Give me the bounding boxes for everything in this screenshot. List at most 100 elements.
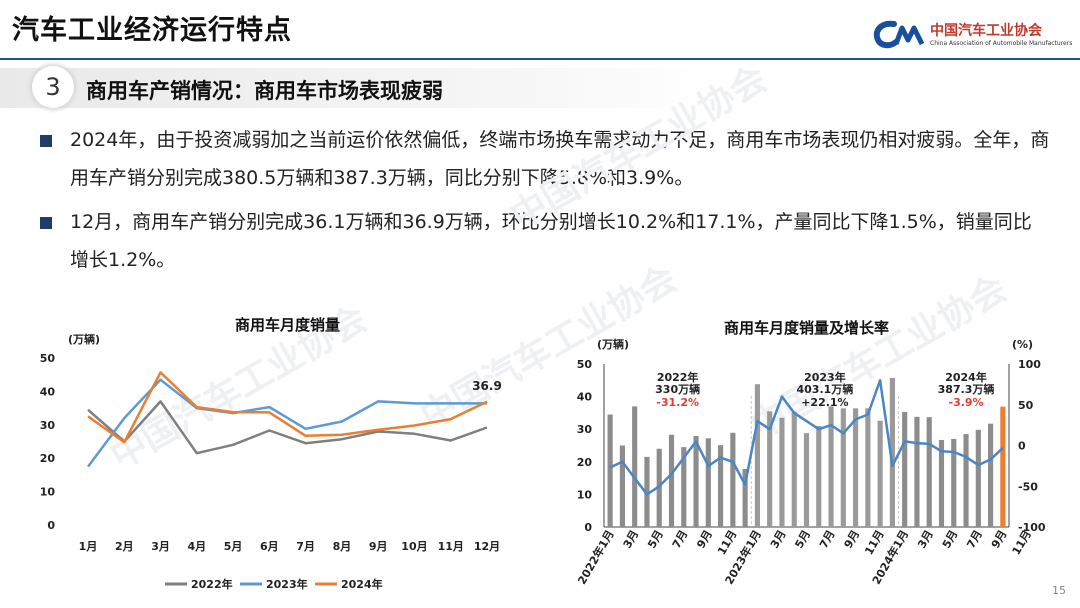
sales-bar bbox=[865, 408, 871, 527]
x-tick-label: 5月 bbox=[940, 528, 961, 551]
sales-bar bbox=[951, 438, 957, 527]
y-tick-label-right: -50 bbox=[1018, 480, 1038, 493]
y-tick-label-left: 50 bbox=[577, 358, 593, 371]
line-chart-monthly-sales: 商用车月度销量 (万辆) 0 10 20 30 40 50 1月 2月 3月 4月 5月 6月 7月 8月 9月… bbox=[40, 316, 502, 591]
y-tick-label-right: 50 bbox=[1018, 399, 1034, 412]
sales-bar bbox=[656, 448, 662, 527]
sales-bar bbox=[668, 434, 675, 527]
x-tick-label: 11月 bbox=[1010, 528, 1034, 557]
annotation-total: 403.1万辆 bbox=[797, 382, 854, 396]
watermark-text: 中国汽车工业协会 bbox=[504, 58, 774, 238]
chart-title: 商用车月度销量及增长率 bbox=[724, 319, 889, 337]
sales-bar bbox=[988, 423, 994, 527]
y-tick-label-right: 0 bbox=[1018, 440, 1026, 453]
annotation-rate: -31.2% bbox=[656, 396, 699, 409]
x-tick-label: 6月 bbox=[260, 540, 279, 553]
series-line-2024年 bbox=[87, 371, 488, 444]
sales-bar bbox=[914, 416, 920, 527]
sales-bar bbox=[754, 384, 760, 527]
x-tick-label: 3月 bbox=[915, 528, 936, 551]
x-tick-label: 4月 bbox=[187, 540, 206, 553]
logo-name-cn: 中国汽车工业协会 bbox=[930, 23, 1042, 39]
sales-bar bbox=[681, 447, 687, 527]
sales-bar bbox=[963, 434, 969, 527]
x-tick-label: 11月 bbox=[862, 528, 886, 557]
y-tick-label-left: 10 bbox=[577, 488, 593, 501]
x-tick-label: 10月 bbox=[401, 540, 427, 553]
y-tick-label: 50 bbox=[40, 352, 56, 365]
x-tick-label: 5月 bbox=[793, 528, 814, 551]
paragraph-2: 12月，商用车产销分别完成36.1万辆和36.9万辆，环比分别增长10.2%和1… bbox=[40, 203, 1050, 279]
bullet-square-icon bbox=[40, 135, 52, 147]
end-data-label: 36.9 bbox=[472, 379, 502, 393]
x-tick-label: 3月 bbox=[621, 528, 642, 551]
y-tick-label: 30 bbox=[40, 419, 56, 432]
y-axis-unit-left: (万辆) bbox=[597, 337, 629, 351]
x-tick-label: 2022年1月 bbox=[574, 528, 616, 587]
bar-chart-monthly-sales-growth: 商用车月度销量及增长率 (万辆) (%) 0 10 20 30 40 50 -100 -50 0 50 1… bbox=[574, 319, 1045, 587]
annotation-year: 2023年 bbox=[804, 370, 846, 384]
x-tick-label: 11月 bbox=[438, 540, 464, 553]
annotation-rate: +22.1% bbox=[801, 396, 848, 409]
section-band bbox=[0, 68, 720, 108]
sales-bar bbox=[718, 445, 724, 527]
x-tick-label: 7月 bbox=[817, 528, 838, 551]
sales-bar bbox=[619, 445, 625, 527]
y-axis-unit: (万辆) bbox=[68, 332, 100, 346]
sales-bar bbox=[840, 408, 846, 527]
y-tick-label-right: -100 bbox=[1018, 521, 1046, 534]
annotation-rate: -3.9% bbox=[949, 396, 984, 409]
y-tick-label: 10 bbox=[40, 486, 56, 499]
x-tick-label: 8月 bbox=[333, 540, 352, 553]
sales-bar bbox=[889, 378, 895, 527]
y-tick-label-left: 30 bbox=[577, 423, 593, 436]
y-tick-label: 40 bbox=[40, 385, 56, 398]
x-tick-label: 9月 bbox=[842, 528, 863, 551]
sales-bar bbox=[938, 439, 945, 527]
sales-bar bbox=[926, 417, 932, 527]
x-tick-label: 3月 bbox=[151, 540, 170, 553]
logo-mark-icon bbox=[873, 20, 925, 49]
sales-bar bbox=[742, 468, 748, 527]
x-tick-label: 1月 bbox=[79, 540, 98, 553]
sales-bar bbox=[902, 411, 908, 527]
paragraph-text: 2024年，由于投资减弱加之当前运价依然偏低，终端市场换车需求动力不足，商用车市… bbox=[70, 129, 1050, 189]
x-tick-label: 7月 bbox=[670, 528, 691, 551]
sales-bar bbox=[693, 436, 699, 527]
bullet-square-icon bbox=[40, 217, 52, 229]
series-line-2022年 bbox=[87, 400, 488, 455]
x-tick-label: 5月 bbox=[224, 540, 243, 553]
sales-bar bbox=[1000, 406, 1006, 527]
x-tick-label: 9月 bbox=[369, 540, 388, 553]
y-tick-label: 0 bbox=[47, 519, 55, 532]
x-tick-label: 3月 bbox=[768, 528, 789, 551]
sales-bar bbox=[803, 433, 810, 527]
paragraph-1: 2024年，由于投资减弱加之当前运价依然偏低，终端市场换车需求动力不足，商用车市… bbox=[40, 121, 1050, 197]
legend-label: 2022年 bbox=[191, 577, 233, 591]
x-tick-label: 12月 bbox=[474, 540, 500, 553]
y-tick-label-left: 20 bbox=[577, 456, 593, 469]
x-tick-label: 9月 bbox=[694, 528, 715, 551]
sales-bar bbox=[975, 429, 981, 527]
sales-bar bbox=[632, 406, 638, 527]
sales-bar bbox=[791, 411, 797, 527]
x-tick-label: 11月 bbox=[715, 528, 739, 557]
annotation-total: 387.3万辆 bbox=[938, 382, 995, 396]
section-number: 3 bbox=[32, 66, 74, 108]
y-tick-label: 20 bbox=[40, 452, 56, 465]
sales-bar bbox=[828, 406, 834, 527]
page-number: 15 bbox=[1052, 584, 1066, 597]
legend-label: 2023年 bbox=[266, 577, 308, 591]
sales-bar bbox=[877, 420, 883, 527]
sales-bar bbox=[705, 438, 711, 527]
annotation-total: 330万辆 bbox=[655, 382, 700, 396]
paragraph-text: 12月，商用车产销分别完成36.1万辆和36.9万辆，环比分别增长10.2%和1… bbox=[70, 211, 1032, 271]
x-tick-label: 5月 bbox=[645, 528, 666, 551]
x-tick-label: 7月 bbox=[296, 540, 315, 553]
sales-bar bbox=[767, 411, 773, 527]
x-tick-label: 9月 bbox=[989, 528, 1010, 551]
growth-rate-line bbox=[609, 379, 1004, 496]
annotation-year: 2022年 bbox=[657, 370, 699, 384]
sales-bar bbox=[779, 417, 785, 527]
